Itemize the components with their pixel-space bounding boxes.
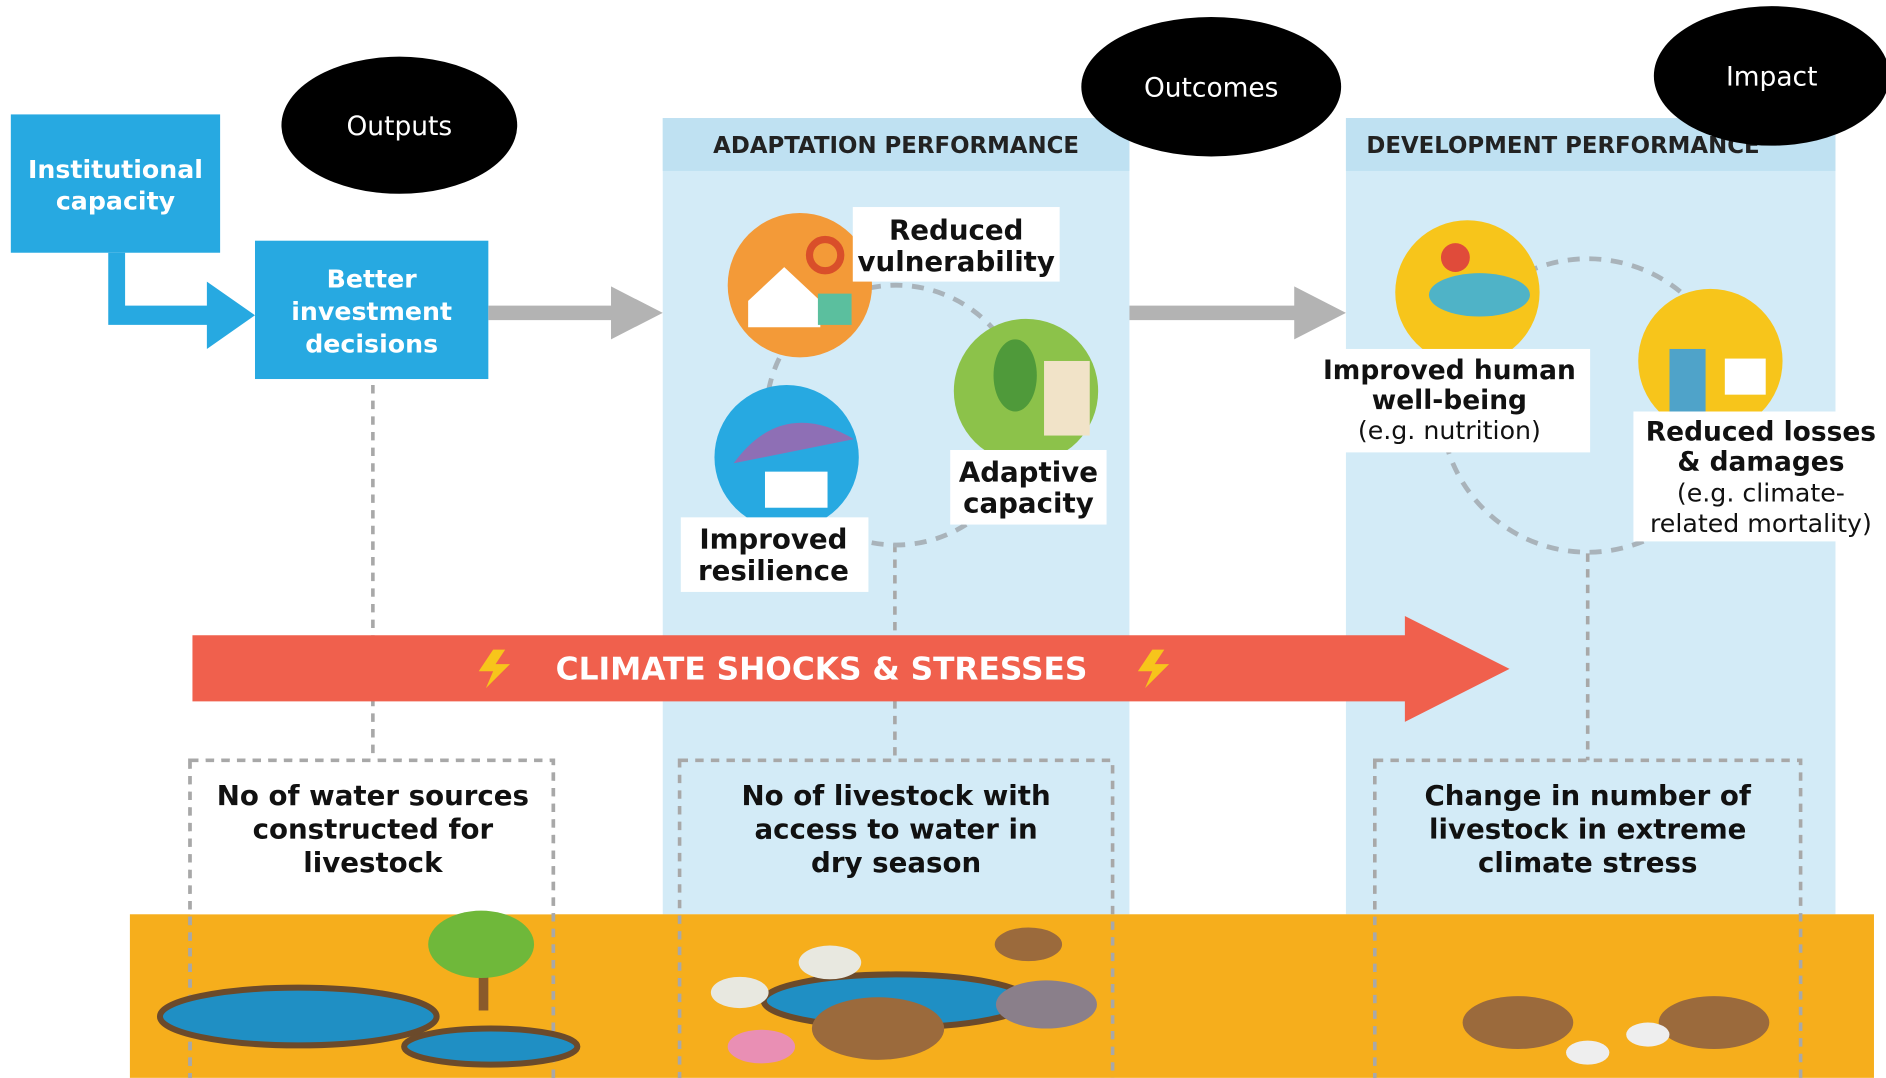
diagram: ADAPTATION PERFORMANCE DEVELOPMENT PERFO…: [0, 0, 1886, 1078]
item-label: vulnerability: [858, 245, 1055, 278]
indicator-line: dry season: [811, 846, 981, 879]
goat: [711, 977, 769, 1008]
item-label: Improved human: [1323, 355, 1576, 386]
pig: [728, 1030, 795, 1064]
indicator-line: No of water sources: [217, 779, 529, 812]
box-text: investment: [291, 297, 452, 326]
indicator-line: livestock: [303, 846, 443, 879]
item-label: resilience: [698, 554, 849, 587]
item-label: well-being: [1372, 385, 1527, 416]
item-label: Adaptive: [959, 455, 1098, 488]
stage-label: Outcomes: [1144, 72, 1279, 103]
panel-title: DEVELOPMENT PERFORMANCE: [1366, 133, 1759, 159]
item-note: related mortality): [1650, 509, 1872, 538]
climate-label: CLIMATE SHOCKS & STRESSES: [556, 652, 1088, 688]
indicator-line: climate stress: [1478, 846, 1697, 879]
pond: [404, 1029, 577, 1065]
item-note: (e.g. nutrition): [1358, 416, 1541, 445]
sheep: [1626, 1023, 1669, 1047]
indicator-line: livestock in extreme: [1429, 812, 1746, 845]
icon-house: [765, 472, 828, 508]
box-text: capacity: [56, 186, 175, 215]
grey-arrow: [1129, 286, 1346, 339]
stage-label: Outputs: [346, 111, 452, 142]
blue-arrow: [108, 253, 255, 349]
icon-tree: [994, 339, 1037, 411]
icon-panel: [818, 294, 852, 325]
cow: [812, 997, 944, 1060]
indicator-line: No of livestock with: [741, 779, 1050, 812]
item-label: Reduced losses: [1646, 416, 1876, 447]
item-label: capacity: [963, 487, 1094, 520]
icon-person: [1669, 349, 1705, 412]
item-label: Reduced: [889, 214, 1024, 247]
icon-fish: [1429, 273, 1530, 316]
icon-tomato: [1441, 243, 1470, 272]
tree-crown: [428, 911, 534, 978]
grey-arrow: [488, 286, 662, 339]
item-label: & damages: [1677, 446, 1844, 477]
cow: [1463, 996, 1574, 1049]
pond: [160, 988, 437, 1046]
donkey: [996, 980, 1097, 1028]
indicator-line: constructed for: [253, 812, 494, 845]
stage-label: Impact: [1726, 62, 1818, 93]
panel-title: ADAPTATION PERFORMANCE: [713, 133, 1079, 159]
box-text: decisions: [305, 330, 438, 359]
indicator-line: access to water in: [754, 812, 1037, 845]
item-note: (e.g. climate-: [1677, 479, 1845, 508]
item-label: Improved: [699, 523, 847, 556]
box-text: Better: [327, 265, 418, 294]
body: { "labels": {"outputs": "Outputs", "outc…: [0, 0, 1886, 1078]
icon-building: [1044, 361, 1090, 436]
goat: [799, 946, 862, 980]
cow: [1659, 996, 1770, 1049]
box-text: Institutional: [28, 155, 203, 184]
indicator-line: Change in number of: [1425, 779, 1752, 812]
cow: [995, 928, 1062, 962]
icon-house: [1725, 359, 1766, 395]
sheep: [1566, 1041, 1609, 1065]
page: Adaptation diagram html, body { margin: …: [0, 0, 1886, 1078]
